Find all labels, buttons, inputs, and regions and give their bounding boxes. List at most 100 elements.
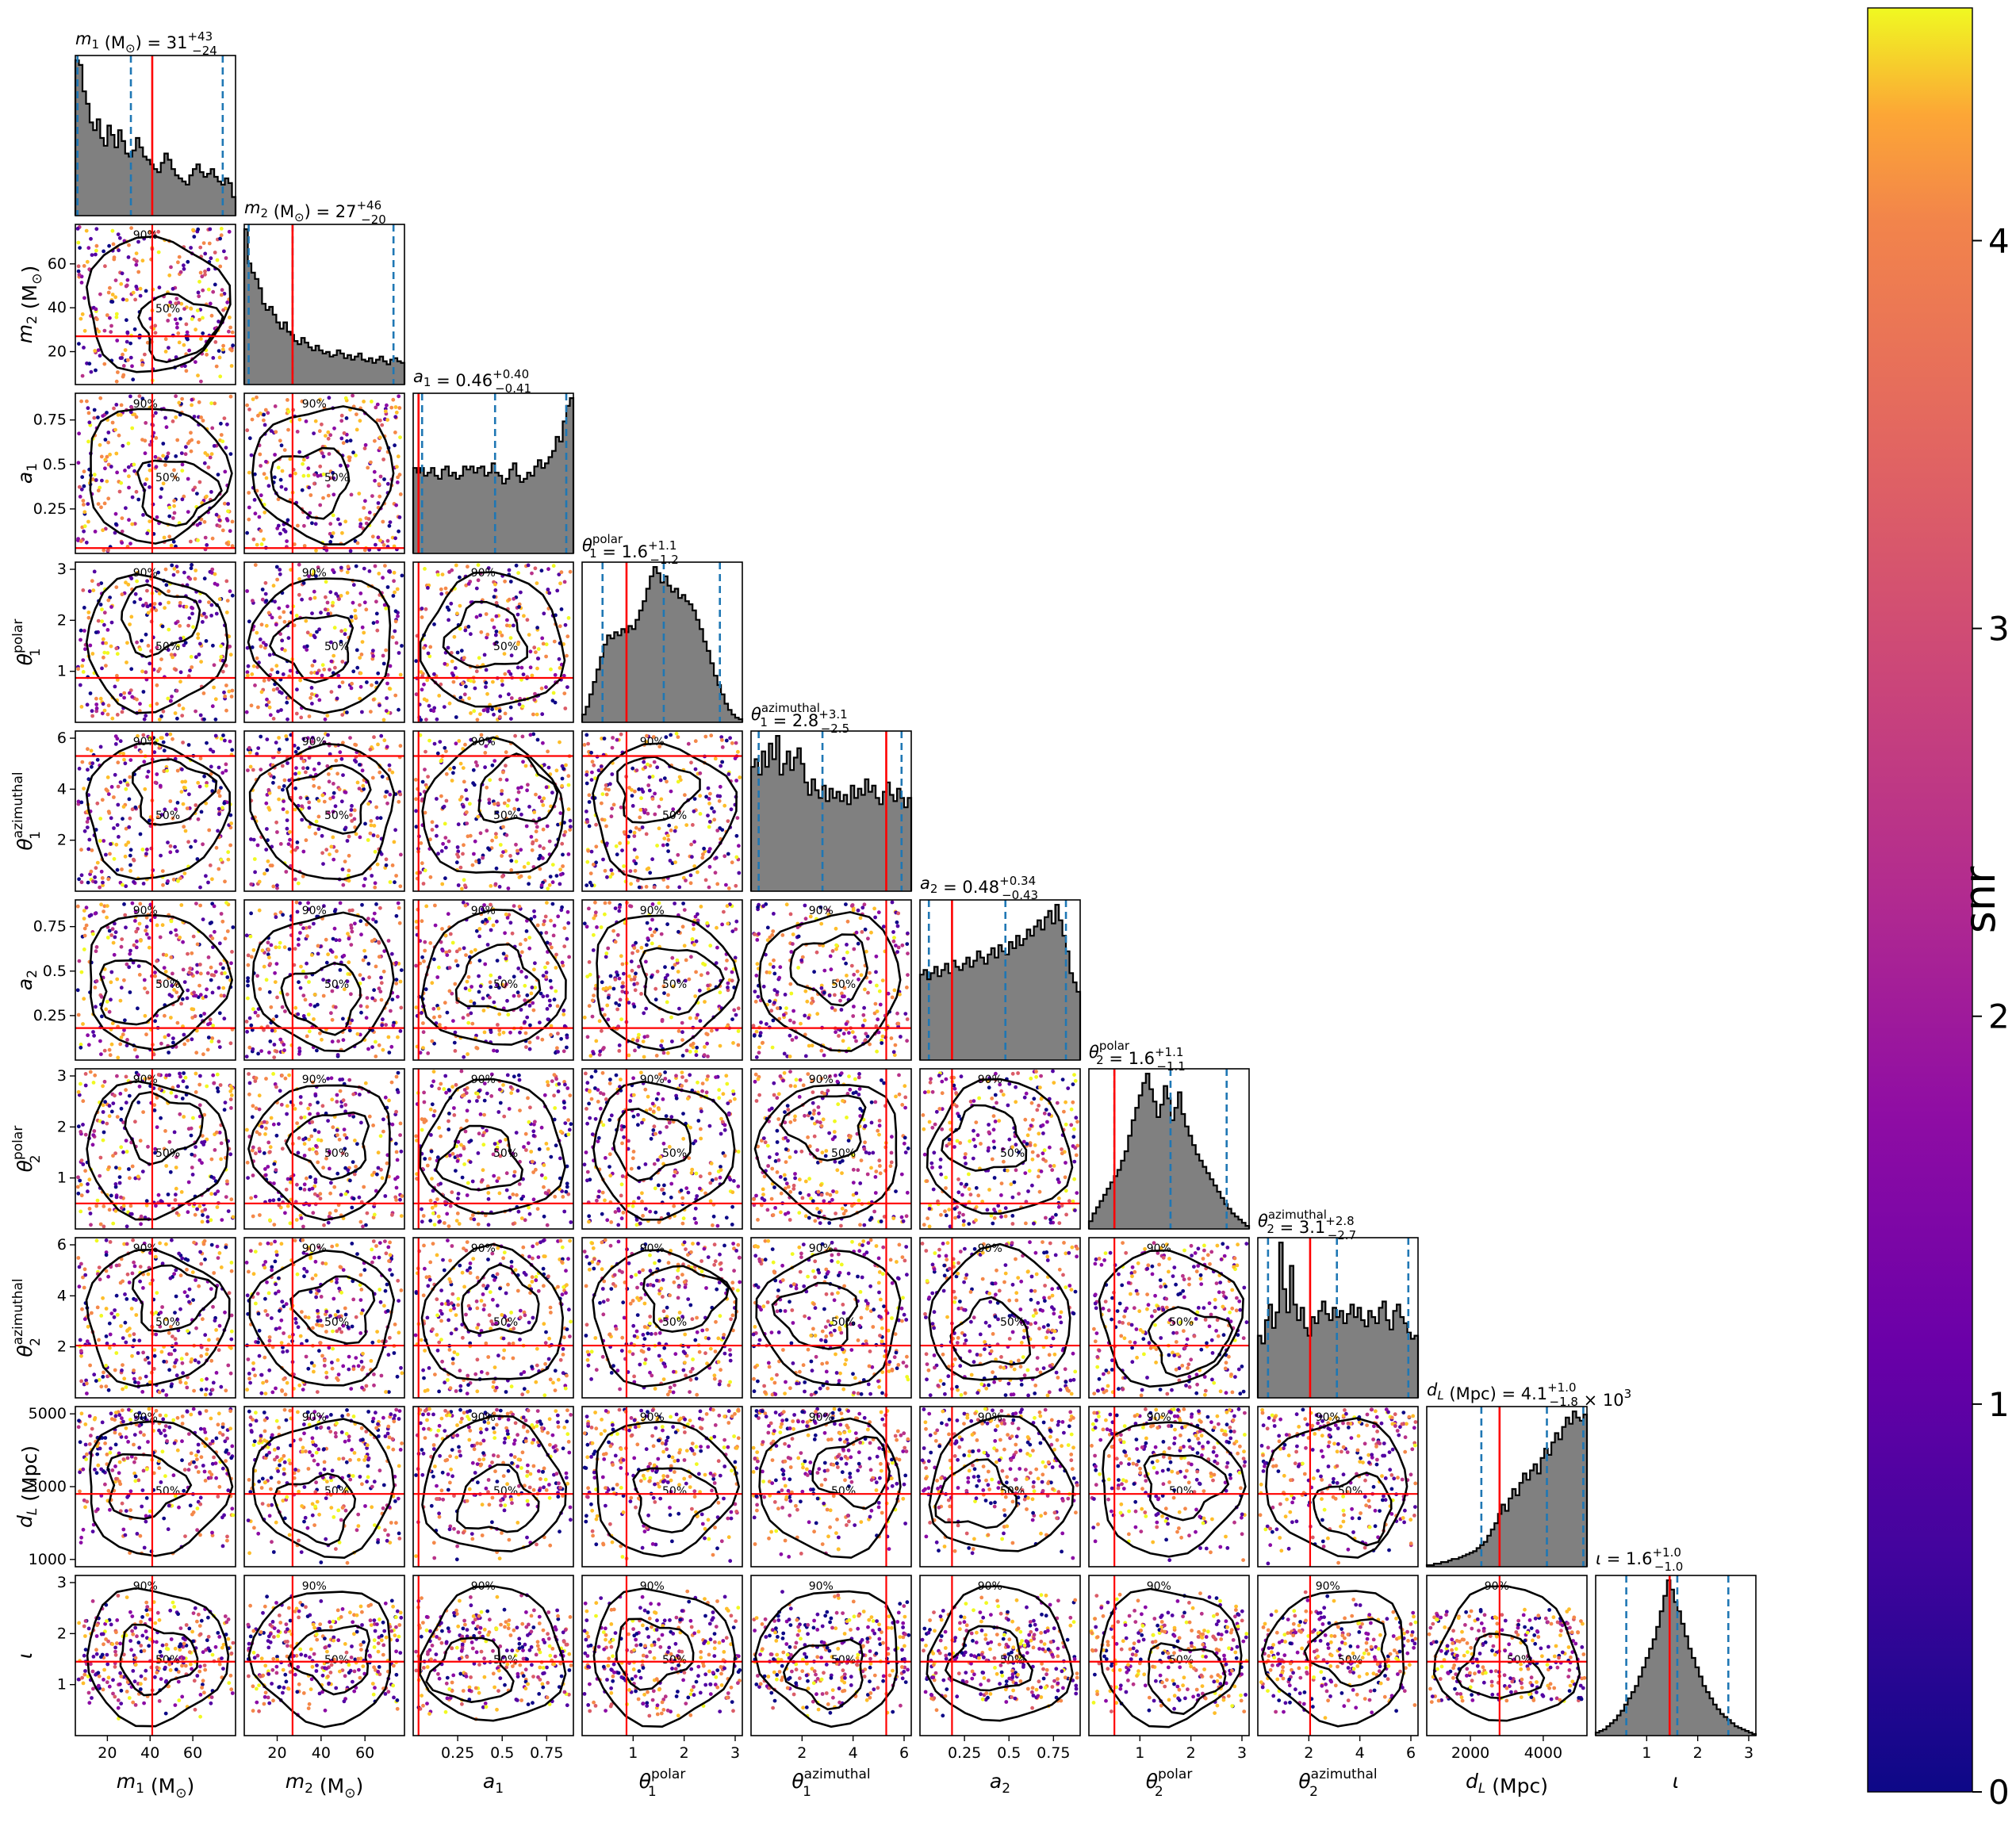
scatter-point bbox=[211, 356, 216, 360]
scatter-point bbox=[699, 973, 703, 978]
scatter-point bbox=[765, 925, 770, 930]
scatter-point bbox=[110, 716, 115, 721]
scatter-point bbox=[868, 970, 872, 975]
scatter-point bbox=[272, 1055, 277, 1059]
scatter-point bbox=[301, 874, 305, 879]
scatter-point bbox=[589, 750, 593, 755]
scatter-point bbox=[315, 630, 319, 634]
scatter-point bbox=[414, 797, 418, 802]
scatter-point bbox=[906, 951, 910, 955]
scatter-point bbox=[86, 1033, 90, 1038]
scatter-point bbox=[500, 854, 504, 858]
scatter-point bbox=[524, 1045, 528, 1049]
scatter-point bbox=[134, 415, 139, 419]
scatter-point bbox=[198, 756, 203, 760]
scatter-point bbox=[309, 671, 313, 675]
scatter-point bbox=[652, 760, 657, 764]
scatter-point bbox=[538, 1020, 542, 1025]
scatter-point bbox=[190, 403, 194, 408]
scatter-point bbox=[179, 903, 184, 907]
scatter-point bbox=[224, 541, 229, 546]
scatter-point bbox=[837, 1034, 841, 1038]
scatter-point bbox=[82, 606, 86, 610]
histogram-bar bbox=[678, 598, 683, 722]
histogram-bar bbox=[272, 314, 277, 385]
scatter-point bbox=[92, 473, 97, 477]
scatter-point bbox=[80, 475, 85, 480]
panel-a2-vs-a2: a2 = 0.48+0.34 −0.43 bbox=[918, 874, 1082, 1061]
scatter-point bbox=[895, 920, 899, 924]
scatter-point bbox=[152, 602, 157, 606]
scatter-point bbox=[366, 838, 370, 842]
scatter-point bbox=[673, 860, 677, 864]
scatter-point bbox=[156, 570, 161, 575]
scatter-point bbox=[444, 771, 449, 776]
scatter-point bbox=[653, 986, 658, 991]
scatter-point bbox=[534, 838, 538, 843]
scatter-point bbox=[539, 686, 544, 691]
histogram-bar bbox=[861, 794, 866, 891]
scatter-point bbox=[181, 967, 186, 972]
scatter-point bbox=[477, 974, 481, 978]
scatter-point bbox=[587, 1004, 592, 1009]
scatter-point bbox=[144, 924, 149, 929]
scatter-point bbox=[534, 792, 538, 797]
scatter-point bbox=[153, 974, 158, 978]
scatter-point bbox=[128, 951, 132, 956]
scatter-point bbox=[278, 531, 282, 536]
scatter-point bbox=[217, 941, 222, 946]
scatter-point bbox=[275, 670, 280, 675]
scatter-point bbox=[535, 666, 539, 671]
scatter-point bbox=[768, 970, 772, 974]
scatter-point bbox=[324, 595, 328, 599]
scatter-point bbox=[469, 679, 473, 683]
scatter-point bbox=[391, 594, 396, 598]
scatter-point bbox=[295, 840, 300, 844]
scatter-point bbox=[167, 304, 171, 308]
scatter-point bbox=[385, 681, 389, 686]
scatter-point bbox=[170, 695, 174, 699]
scatter-point bbox=[293, 471, 297, 476]
scatter-point bbox=[229, 364, 234, 368]
scatter-point bbox=[92, 408, 97, 412]
scatter-point bbox=[393, 693, 398, 698]
scatter-point bbox=[278, 568, 282, 572]
scatter-point bbox=[535, 626, 539, 630]
scatter-point bbox=[246, 996, 250, 1001]
scatter-point bbox=[398, 884, 403, 889]
y-tick-label: 0.75 bbox=[33, 412, 67, 429]
scatter-point bbox=[472, 852, 476, 856]
scatter-point bbox=[390, 997, 395, 1001]
scatter-point bbox=[197, 279, 201, 284]
scatter-point bbox=[594, 1039, 599, 1043]
scatter-point bbox=[188, 967, 193, 970]
scatter-point bbox=[171, 737, 174, 741]
scatter-point bbox=[396, 901, 401, 905]
scatter-point bbox=[304, 974, 309, 979]
scatter-point bbox=[296, 523, 300, 528]
scatter-point bbox=[560, 841, 565, 846]
scatter-point bbox=[182, 1042, 187, 1047]
scatter-point bbox=[549, 1032, 553, 1037]
scatter-point bbox=[86, 611, 91, 614]
scatter-point bbox=[470, 1021, 475, 1026]
scatter-point bbox=[109, 980, 113, 985]
scatter-point bbox=[560, 783, 564, 788]
scatter-point bbox=[515, 665, 520, 670]
scatter-point bbox=[200, 274, 205, 279]
scatter-point bbox=[558, 666, 562, 670]
scatter-point bbox=[622, 971, 626, 976]
scatter-point bbox=[699, 905, 703, 909]
scatter-point bbox=[376, 742, 380, 747]
scatter-point bbox=[115, 678, 120, 682]
scatter-point bbox=[99, 1014, 104, 1019]
scatter-point bbox=[171, 516, 175, 520]
scatter-point bbox=[366, 465, 370, 470]
scatter-point bbox=[728, 736, 732, 741]
histogram-bar bbox=[811, 779, 816, 891]
scatter-point bbox=[588, 880, 592, 885]
scatter-point bbox=[205, 971, 210, 975]
scatter-point bbox=[485, 785, 489, 790]
scatter-point bbox=[455, 845, 460, 849]
scatter-point bbox=[458, 947, 462, 951]
